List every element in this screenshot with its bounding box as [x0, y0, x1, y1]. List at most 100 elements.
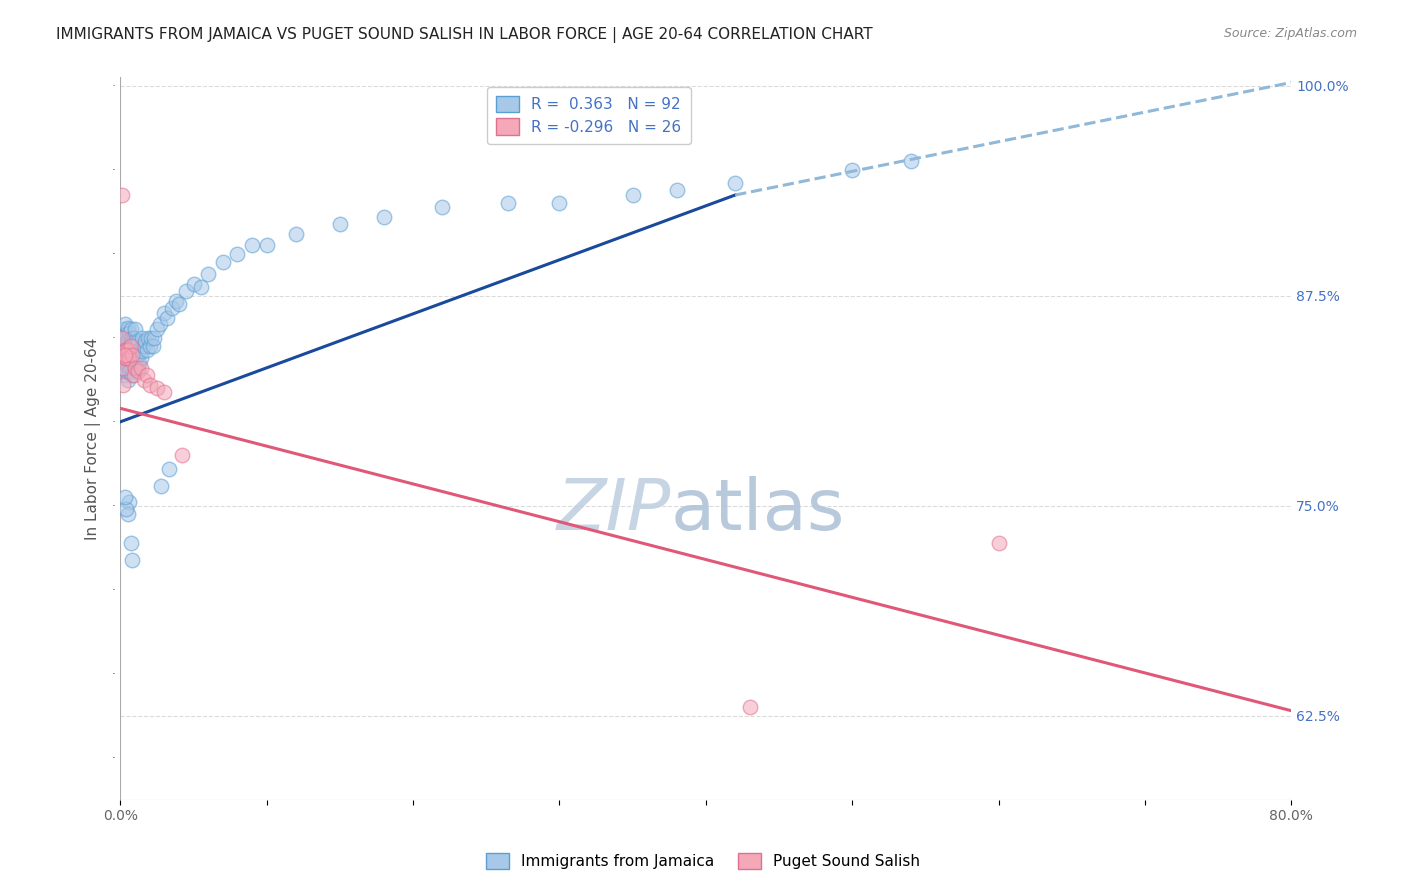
Text: ZIP: ZIP	[557, 476, 671, 545]
Point	[114, 344, 136, 359]
Point	[142, 339, 165, 353]
Point	[120, 361, 142, 376]
Point	[114, 348, 136, 362]
Point	[665, 183, 688, 197]
Point	[112, 361, 135, 376]
Point	[112, 334, 135, 348]
Point	[548, 196, 571, 211]
Point	[329, 217, 352, 231]
Point	[115, 364, 138, 378]
Point	[117, 343, 139, 357]
Point	[118, 364, 141, 378]
Point	[498, 196, 520, 211]
Point	[120, 335, 142, 350]
Point	[125, 339, 148, 353]
Point	[124, 322, 146, 336]
Point	[135, 343, 157, 357]
Point	[111, 339, 134, 353]
Point	[127, 334, 149, 348]
Point	[138, 377, 160, 392]
Point	[114, 491, 136, 505]
Point	[738, 700, 761, 714]
Point	[117, 320, 139, 334]
Point	[127, 361, 149, 376]
Point	[117, 373, 139, 387]
Point	[117, 348, 139, 362]
Point	[122, 356, 145, 370]
Point	[117, 359, 139, 374]
Point	[139, 331, 162, 345]
Point	[146, 322, 169, 336]
Point	[197, 267, 219, 281]
Point	[114, 356, 136, 370]
Point	[135, 368, 157, 382]
Point	[115, 339, 138, 353]
Point	[112, 377, 135, 392]
Point	[129, 351, 152, 365]
Point	[987, 535, 1010, 549]
Point	[117, 507, 139, 521]
Point	[122, 331, 145, 345]
Point	[112, 361, 135, 376]
Point	[131, 331, 153, 345]
Point	[373, 210, 395, 224]
Point	[724, 176, 747, 190]
Point	[120, 348, 142, 362]
Point	[132, 373, 155, 387]
Point	[118, 351, 141, 365]
Point	[841, 162, 863, 177]
Point	[121, 368, 143, 382]
Point	[115, 351, 138, 365]
Point	[124, 334, 146, 348]
Point	[118, 495, 141, 509]
Point	[146, 381, 169, 395]
Legend: R =  0.363   N = 92, R = -0.296   N = 26: R = 0.363 N = 92, R = -0.296 N = 26	[486, 87, 690, 145]
Point	[111, 331, 134, 345]
Point	[285, 227, 308, 241]
Point	[143, 331, 166, 345]
Point	[115, 351, 138, 365]
Legend: Immigrants from Jamaica, Puget Sound Salish: Immigrants from Jamaica, Puget Sound Sal…	[481, 847, 925, 875]
Text: IMMIGRANTS FROM JAMAICA VS PUGET SOUND SALISH IN LABOR FORCE | AGE 20-64 CORRELA: IMMIGRANTS FROM JAMAICA VS PUGET SOUND S…	[56, 27, 873, 43]
Point	[150, 478, 173, 492]
Y-axis label: In Labor Force | Age 20-64: In Labor Force | Age 20-64	[86, 337, 101, 540]
Point	[121, 348, 143, 362]
Point	[117, 334, 139, 348]
Point	[240, 238, 263, 252]
Point	[127, 348, 149, 362]
Point	[170, 449, 193, 463]
Point	[114, 368, 136, 382]
Point	[129, 361, 152, 376]
Point	[111, 188, 134, 202]
Point	[134, 334, 156, 348]
Point	[120, 535, 142, 549]
Point	[117, 348, 139, 362]
Point	[124, 359, 146, 374]
Point	[127, 364, 149, 378]
Point	[118, 339, 141, 353]
Point	[121, 331, 143, 345]
Text: Source: ZipAtlas.com: Source: ZipAtlas.com	[1223, 27, 1357, 40]
Point	[115, 343, 138, 357]
Point	[621, 188, 644, 202]
Point	[190, 280, 212, 294]
Point	[226, 247, 249, 261]
Point	[120, 322, 142, 336]
Point	[112, 348, 135, 362]
Point	[212, 255, 235, 269]
Point	[136, 331, 159, 345]
Point	[174, 284, 197, 298]
Point	[432, 200, 454, 214]
Point	[114, 318, 136, 332]
Point	[114, 351, 136, 365]
Point	[124, 348, 146, 362]
Point	[111, 331, 134, 345]
Point	[118, 351, 141, 365]
Point	[128, 343, 150, 357]
Point	[256, 238, 278, 252]
Point	[165, 293, 187, 308]
Point	[153, 384, 176, 399]
Point	[121, 552, 143, 566]
Point	[114, 331, 136, 345]
Point	[157, 462, 180, 476]
